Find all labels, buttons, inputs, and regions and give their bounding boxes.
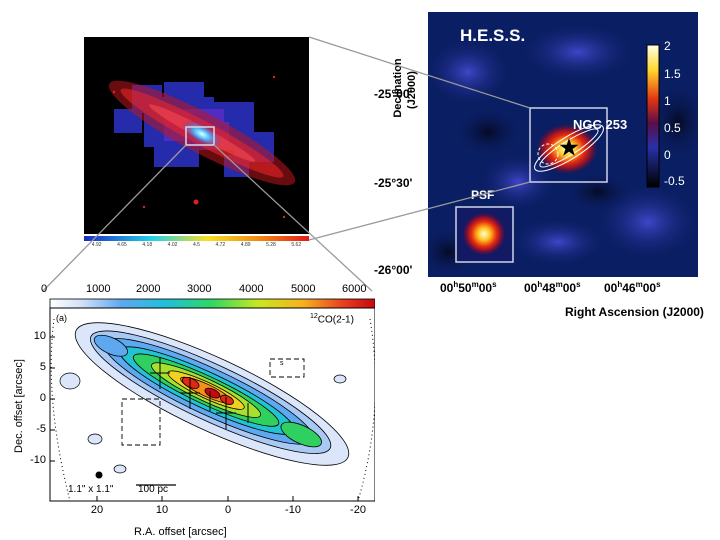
galaxy-colour-strip: [84, 236, 309, 241]
star-icon: [559, 138, 579, 156]
co-x-tick: -10: [285, 504, 301, 516]
co-cbar-tick: 2000: [136, 283, 161, 295]
galaxy-strip-tick: 4.18: [142, 242, 153, 248]
co-line-isotope: 12: [310, 313, 318, 320]
galaxy-strip-tick: 4.72: [215, 242, 226, 248]
hess-title: H.E.S.S.: [460, 26, 526, 45]
dashed-region-box: [269, 358, 305, 378]
co-line-label: 12CO(2-1): [310, 313, 354, 325]
hess-dec-tick: -26°00': [374, 263, 413, 277]
hess-map-graphic: .: [428, 22, 698, 277]
box-tag: s: [280, 360, 284, 367]
hess-ra-tick: 00h50m00s: [440, 280, 497, 295]
galaxy-strip-tick: 4.02: [167, 242, 178, 248]
hess-ra-label: Right Ascension (J2000): [565, 305, 704, 319]
co-cbar-tick: 0: [41, 283, 48, 295]
co-y-axis-label: Dec. offset [arcsec]: [13, 359, 25, 453]
galaxy-outline-ellipse: [534, 124, 604, 172]
co-y-tick: 5: [39, 361, 46, 373]
hess-significance-map: . H.E.S.S. NGC 253 PSF 2 1.5 1 0.5 0 -0.…: [428, 12, 698, 277]
co-cbar-tick: 3000: [187, 283, 212, 295]
co-x-tick: 10: [155, 504, 169, 516]
co-y-tick: 0: [39, 392, 46, 404]
hess-dec-tick: -25°30': [374, 176, 413, 190]
co-cbar-tick: 4000: [239, 283, 264, 295]
co-x-axis-label: R.A. offset [arcsec]: [134, 526, 227, 538]
connector-line: [308, 36, 531, 109]
co-zoom-box: [185, 126, 215, 146]
co-y-tick: -10: [30, 454, 46, 466]
co-colorbar: [49, 298, 375, 309]
galaxy-strip-tick: 5.28: [266, 242, 276, 248]
hess-cbar-tick: 0.5: [664, 121, 681, 135]
galaxy-strip-tick: 4.5: [192, 242, 200, 248]
galaxy-strip-tick: 4.65: [117, 242, 127, 248]
hess-cbar-tick: 0: [664, 148, 671, 162]
galaxy-strip-ticks: 4.92 4.65 4.18 4.02 4.5 4.72 4.89 5.28 5…: [84, 242, 309, 250]
galaxy-strip-tick: 5.62: [291, 242, 302, 248]
hess-ra-tick: 00h48m00s: [524, 280, 581, 295]
co-cbar-tick: 6000: [342, 283, 367, 295]
galaxy-graphic: [84, 75, 309, 250]
co-x-tick: -20: [350, 504, 366, 516]
psf-dashed-circle: [537, 143, 559, 165]
hess-cbar-tick: 2: [664, 39, 671, 53]
psf-spot: [463, 213, 505, 255]
hess-ra-tick: 00h46m00s: [604, 280, 661, 295]
hess-colorbar: [646, 44, 660, 188]
hess-cbar-tick: -0.5: [664, 174, 685, 188]
scale-bar-label: 100 pc: [138, 484, 169, 495]
hess-cbar-tick: 1.5: [664, 67, 681, 81]
co-x-tick: 20: [90, 504, 104, 516]
connector-line: [308, 181, 531, 241]
co-intensity-map: 0 1000 2000 3000 4000 5000 6000 (a) 12CO…: [30, 283, 375, 525]
co-line-name: CO(2-1): [317, 314, 354, 326]
dashed-region-box: [121, 398, 161, 446]
co-map-graphic: [49, 298, 375, 502]
galaxy-strip-tick: 4.89: [240, 242, 251, 248]
hess-cbar-tick: 1: [664, 94, 671, 108]
co-x-tick: 0: [224, 504, 232, 516]
source-zoom-box: [529, 107, 608, 183]
beam-marker: [95, 471, 103, 479]
connector-line: [42, 144, 187, 292]
co-y-tick: -5: [36, 423, 46, 435]
co-y-tick: 10: [33, 330, 46, 342]
panel-label: (a): [56, 313, 67, 323]
beam-size-label: 1.1" x 1.1": [68, 484, 114, 495]
ngc253-label: NGC 253: [573, 117, 628, 132]
connector-line: [213, 144, 373, 292]
hess-dec-tick: -25°00': [374, 87, 413, 101]
co-cbar-tick: 1000: [86, 283, 111, 295]
galaxy-composite-image: 4.92 4.65 4.18 4.02 4.5 4.72 4.89 5.28 5…: [84, 37, 309, 250]
galaxy-strip-tick: 4.92: [91, 242, 102, 248]
co-cbar-tick: 5000: [291, 283, 316, 295]
